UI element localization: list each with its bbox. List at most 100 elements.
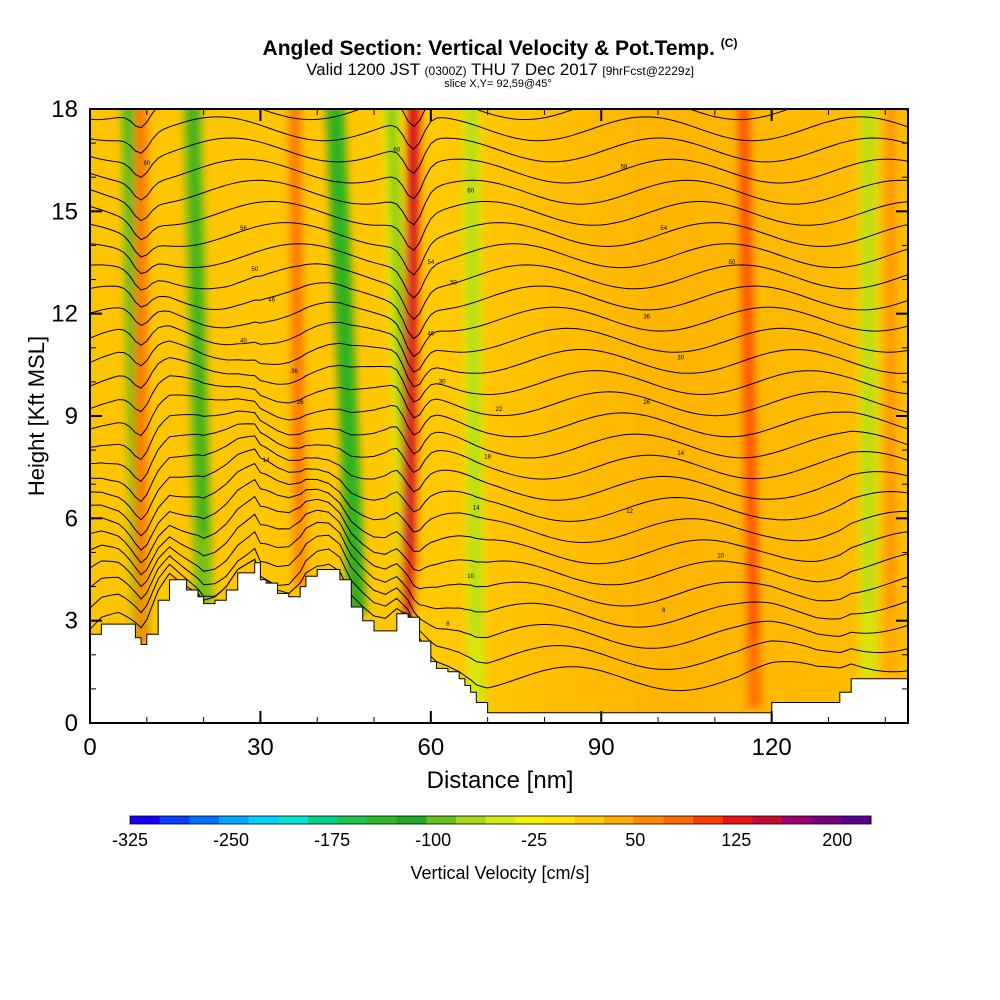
isentrope-line: [90, 462, 908, 544]
isentrope-label: 14: [263, 458, 270, 464]
isentrope-label: 50: [251, 267, 258, 273]
isentrope-line: [90, 478, 908, 565]
isentrope-label: 60: [393, 148, 400, 154]
colorbar-swatch: [189, 816, 220, 824]
isentrope-label: 22: [496, 407, 503, 413]
terrain: [90, 562, 908, 723]
updraft-core-4: [887, 109, 895, 611]
y-tick-label: 15: [51, 198, 78, 225]
colorbar-swatch: [515, 816, 546, 824]
isentrope-label: 12: [626, 509, 633, 515]
isentrope-line: [90, 534, 908, 649]
colorbar-swatch: [278, 816, 309, 824]
isentrope-line: [90, 200, 908, 251]
isentrope-line: [90, 243, 908, 299]
colorbar-swatch: [604, 816, 635, 824]
forecast-label: [9hrFcst@2229z]: [602, 64, 694, 78]
isentrope-line: [90, 357, 908, 403]
isentrope-label: 50: [450, 281, 457, 287]
y-tick-label: 0: [65, 710, 78, 737]
valid-date: THU 7 Dec 2017: [471, 60, 598, 79]
y-tick-label: 12: [51, 301, 78, 328]
isentrope-line: [90, 423, 908, 483]
isentrope-label: 56: [240, 226, 247, 232]
updraft-core-0: [405, 109, 417, 550]
updraft-core-3: [291, 109, 304, 519]
isentrope-label: 60: [467, 188, 474, 194]
isentrope-line: [90, 375, 908, 419]
isentrope-line: [90, 301, 908, 358]
isentrope-label: 10: [467, 574, 474, 580]
colorbar-swatch: [456, 816, 487, 824]
isentrope-line: [90, 394, 908, 438]
isentrope-line: [90, 509, 908, 607]
isentrope-label: 54: [660, 226, 667, 232]
isentrope-label: 14: [473, 506, 480, 512]
colorbar-label: Vertical Velocity [cm/s]: [410, 863, 590, 883]
title-main: Angled Section: Vertical Velocity & Pot.…: [262, 37, 715, 60]
isentrope-label: 58: [621, 165, 628, 171]
colorbar-swatch: [396, 816, 427, 824]
isentrope-label: 36: [643, 315, 650, 321]
y-tick-label: 6: [65, 505, 78, 532]
y-tick-label: 3: [65, 608, 78, 635]
isentrope-line: [90, 435, 908, 503]
colorbar-swatch: [159, 816, 190, 824]
downdraft-core-1: [188, 109, 208, 536]
colorbar-swatch: [485, 816, 516, 824]
isentrope-line: [90, 116, 908, 154]
isentrope-line: [90, 263, 908, 321]
colorbar-swatch: [337, 816, 368, 824]
colorbar-swatch: [218, 816, 250, 824]
colorbar-swatch: [693, 816, 724, 824]
valid-prefix: Valid 1200 JST: [306, 60, 420, 79]
isentrope-label: 8: [446, 622, 450, 628]
colorbar-swatch: [248, 816, 279, 824]
isentrope-label: 8: [662, 608, 666, 614]
downdraft-core-5: [864, 109, 873, 611]
chart-title: Angled Section: Vertical Velocity & Pot.…: [0, 36, 1000, 61]
x-tick-label: 120: [752, 734, 792, 761]
isentrope-labels: 60 56 50 46 40 36 26 14 60 60 58 54 50 54 50 46 36 30 30 22…: [143, 148, 735, 628]
colorbar-tick-label: -175: [314, 830, 350, 850]
colorbar-tick-label: 125: [721, 830, 751, 850]
velocity-field: 60 56 50 46 40 36 26 14 60 60 58 54 50 54 50 46 36 30 30 22…: [90, 109, 908, 723]
x-tick-label: 90: [588, 734, 615, 761]
colorbar-swatch: [426, 816, 457, 824]
y-tick-label: 9: [65, 403, 78, 430]
isentrope-line: [90, 137, 908, 178]
colorbar-swatch: [544, 816, 576, 824]
isentrope-label: 46: [427, 332, 434, 338]
isentrope-label: 60: [143, 161, 150, 167]
colorbar-tick-label: 200: [822, 830, 852, 850]
colorbar-swatch: [574, 816, 605, 824]
isentrope-label: 36: [291, 369, 298, 375]
y-axis-label: Height [Kft MSL]: [24, 335, 49, 497]
colorbar-frame: [129, 815, 872, 825]
colorbar-swatch: [367, 816, 398, 824]
x-tick-label: 0: [83, 734, 96, 761]
isentrope-label: 30: [677, 356, 684, 362]
colorbar-swatch: [841, 816, 872, 824]
slice-label: slice X,Y= 92,59@45°: [444, 78, 552, 90]
title-unit: (C): [720, 36, 738, 50]
isentrope-line: [90, 448, 908, 522]
isentrope-line: [90, 179, 908, 226]
colorbar-swatch: [633, 816, 665, 824]
isentrope-line: [90, 340, 908, 388]
valid-utc: (0300Z): [424, 64, 467, 78]
x-tick-label: 60: [417, 734, 444, 761]
colorbar: -325 -250 -175 -100 -25 50 125 200: [112, 815, 872, 850]
isentrope-label: 46: [268, 298, 275, 304]
colorbar-swatch: [782, 816, 813, 824]
colorbar-swatch: [752, 816, 783, 824]
isentrope-line: [90, 548, 908, 670]
isentrope-label: 18: [484, 455, 491, 461]
colorbar-tick-label: 50: [625, 830, 645, 850]
isentrope-label: 54: [427, 260, 434, 266]
isentrope-line: [90, 222, 908, 276]
updraft-core-2: [138, 109, 145, 577]
chart-subtitle: Valid 1200 JST (0300Z) THU 7 Dec 2017 [9…: [0, 60, 1000, 80]
